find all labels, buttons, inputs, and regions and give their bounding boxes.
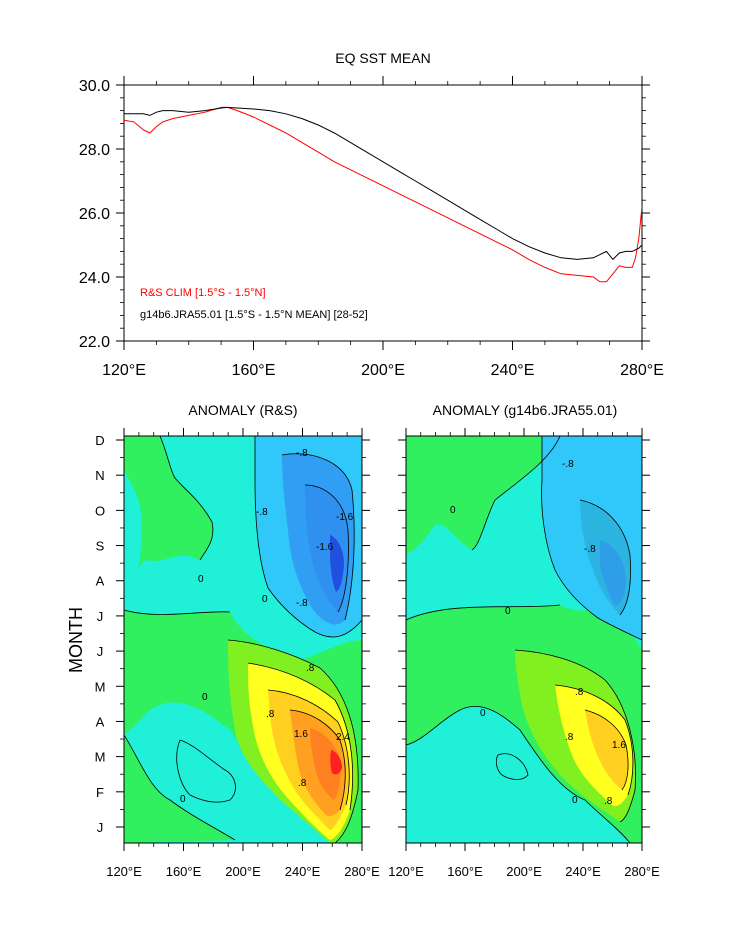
anomaly-model-contour-labels: -.8 -.8 .8 .8 1.6 .8 0 0 0 0 <box>450 459 626 807</box>
anomaly-rs-label-0-b: 0 <box>262 594 268 605</box>
anomaly-rs-x-axis: 120°E 160°E 200°E 240°E 280°E <box>106 428 380 879</box>
anomaly-model-label-0-b: 0 <box>505 606 511 617</box>
map-x-tick-label: 160°E <box>166 864 202 879</box>
series-line-model <box>124 106 642 261</box>
y-tick-label: 28.0 <box>79 142 110 159</box>
month-tick-label: S <box>96 539 105 554</box>
map-x-tick-label: 160°E <box>447 864 483 879</box>
month-axis-label: MONTH <box>66 607 86 673</box>
map-x-tick-label: 200°E <box>225 864 261 879</box>
line-chart-x-axis: 120°E 160°E 200°E 240°E 280°E <box>102 76 664 379</box>
anomaly-model-x-axis: 120°E 160°E 200°E 240°E 280°E <box>388 428 660 879</box>
month-tick-label: A <box>96 714 105 729</box>
anomaly-model-label-08-b: .8 <box>565 732 574 743</box>
month-tick-label: A <box>96 574 105 589</box>
anomaly-rs-panel: ANOMALY (R&S) MONTH <box>66 402 380 879</box>
map-x-tick-label: 240°E <box>285 864 321 879</box>
anomaly-model-label-0-c: 0 <box>480 708 486 719</box>
anomaly-rs-label-neg16-b: -1.6 <box>316 542 334 553</box>
anomaly-rs-label-08-a: .8 <box>306 663 315 674</box>
month-tick-label: J <box>97 644 104 659</box>
x-tick-label: 240°E <box>491 362 535 379</box>
map-x-tick-label: 200°E <box>506 864 542 879</box>
anomaly-rs-label-neg08-b: -.8 <box>296 598 308 609</box>
anomaly-model-label-0-d: 0 <box>572 795 578 806</box>
anomaly-rs-contour-lines <box>124 436 362 843</box>
month-tick-label: J <box>97 609 104 624</box>
anomaly-model-contours: -.8 -.8 .8 .8 1.6 .8 0 0 0 0 <box>406 436 642 843</box>
anomaly-rs-label-24: 2.4 <box>336 732 350 743</box>
y-tick-label: 26.0 <box>79 206 110 223</box>
line-chart-legend: R&S CLIM [1.5°S - 1.5°N] g14b6.JRA55.01 … <box>140 287 368 321</box>
month-tick-label: M <box>95 679 106 694</box>
x-tick-label: 160°E <box>232 362 276 379</box>
map-x-tick-label: 120°E <box>388 864 424 879</box>
month-tick-label: N <box>95 468 104 483</box>
map-x-tick-label: 120°E <box>106 864 142 879</box>
anomaly-model-panel: ANOMALY (g14b6.JRA55.01) <box>388 402 660 879</box>
x-tick-label: 200°E <box>361 362 405 379</box>
y-tick-label: 24.0 <box>79 270 110 287</box>
anomaly-rs-label-0-a: 0 <box>198 574 204 585</box>
x-tick-label: 120°E <box>102 362 146 379</box>
month-tick-label: M <box>95 750 106 765</box>
anomaly-rs-month-axis: J F M A M J J A S O N D <box>95 433 370 835</box>
anomaly-rs-label-neg16-a: -1.6 <box>336 512 354 523</box>
anomaly-model-label-neg08-a: -.8 <box>562 459 574 470</box>
anomaly-rs-label-08-b: .8 <box>266 709 275 720</box>
line-chart-y-axis: 22.0 24.0 26.0 28.0 30.0 <box>79 78 650 351</box>
x-tick-label: 280°E <box>620 362 664 379</box>
month-tick-label: O <box>95 503 105 518</box>
anomaly-model-label-08-c: .8 <box>604 796 613 807</box>
month-tick-label: D <box>95 433 104 448</box>
anomaly-rs-contours: -.8 -1.6 -1.6 -.8 -.8 .8 .8 1.6 2.4 .8 0… <box>124 436 362 843</box>
anomaly-model-contour-lines <box>406 436 642 843</box>
anomaly-model-label-neg08-b: -.8 <box>584 544 596 555</box>
line-chart-minor-ticks <box>120 81 646 345</box>
legend-entry-model: g14b6.JRA55.01 [1.5°S - 1.5°N MEAN] [28-… <box>140 309 368 321</box>
anomaly-rs-label-neg08-c: -.8 <box>256 507 268 518</box>
anomaly-model-title: ANOMALY (g14b6.JRA55.01) <box>433 402 618 418</box>
anomaly-rs-warm-west <box>124 436 213 596</box>
line-chart-title: EQ SST MEAN <box>335 50 430 66</box>
series-line-rs-clim <box>124 106 642 283</box>
anomaly-rs-label-16: 1.6 <box>294 729 308 740</box>
month-tick-label: J <box>97 820 104 835</box>
anomaly-model-label-0-a: 0 <box>450 505 456 516</box>
anomaly-model-label-08-a: .8 <box>575 687 584 698</box>
anomaly-model-label-16: 1.6 <box>612 740 626 751</box>
line-chart-series-group <box>124 106 642 283</box>
anomaly-rs-label-0-d: 0 <box>180 794 186 805</box>
anomaly-rs-warm-core <box>330 750 342 775</box>
month-tick-label: F <box>96 785 104 800</box>
anomaly-model-month-axis <box>398 439 650 828</box>
anomaly-rs-title: ANOMALY (R&S) <box>188 402 297 418</box>
anomaly-rs-label-0-c: 0 <box>202 692 208 703</box>
anomaly-rs-label-neg08-a: -.8 <box>296 448 308 459</box>
anomaly-model-cold-core <box>600 540 626 606</box>
anomaly-rs-label-08-c: .8 <box>298 778 307 789</box>
y-tick-label: 22.0 <box>79 334 110 351</box>
legend-entry-rs: R&S CLIM [1.5°S - 1.5°N] <box>140 287 266 299</box>
map-x-tick-label: 280°E <box>344 864 380 879</box>
anomaly-rs-contour-labels: -.8 -1.6 -1.6 -.8 -.8 .8 .8 1.6 2.4 .8 0… <box>180 448 354 805</box>
line-chart: EQ SST MEAN 22.0 24.0 26.0 28.0 30.0 120°E 16… <box>79 50 664 379</box>
anomaly-rs-cold-core <box>330 535 344 592</box>
line-chart-frame <box>123 84 643 342</box>
anomaly-model-warm-north <box>406 436 560 555</box>
map-x-tick-label: 240°E <box>565 864 601 879</box>
map-x-tick-label: 280°E <box>624 864 660 879</box>
y-tick-label: 30.0 <box>79 78 110 95</box>
